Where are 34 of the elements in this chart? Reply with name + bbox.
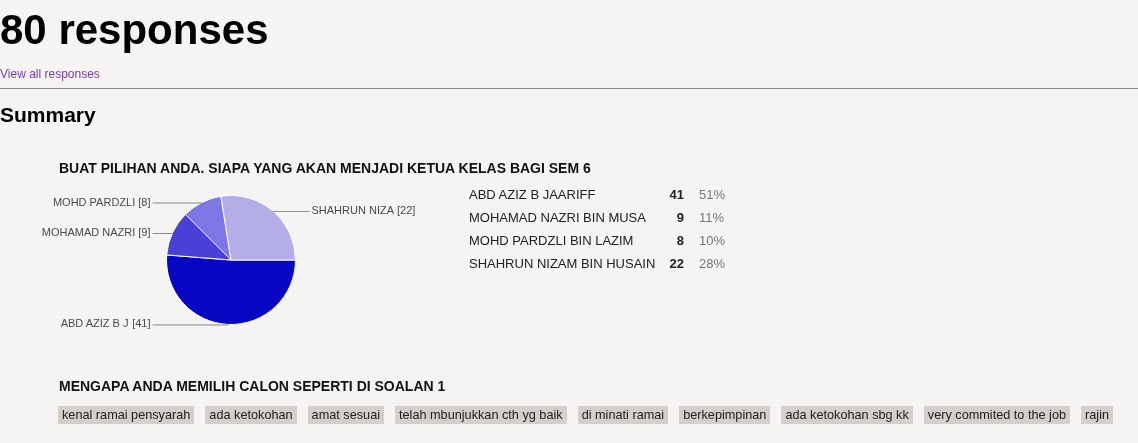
text: 10% — [698, 232, 727, 250]
slice-label: SHAHRUN NIZA — [311, 203, 395, 216]
text: MENGAPA ANDA MEMILIH CALON SEPERTI DI SOALAN 1 — [59, 378, 446, 394]
tag-chip: ada ketokohan — [205, 406, 297, 424]
text: View all responses — [0, 67, 100, 81]
tag-chip: telah mbunjukkan cth yg baik — [395, 406, 567, 424]
text: 9 — [675, 209, 684, 227]
tag-chip: di minati ramai — [577, 406, 669, 424]
tag-chip: very commited to the job — [923, 406, 1071, 424]
slice-label: ABD AZIZ B J — [60, 317, 129, 330]
text: 51% — [698, 186, 727, 204]
text: 8 — [675, 232, 684, 250]
tag-chip: ada ketokohan sbg kk — [781, 406, 913, 424]
text: 41 — [668, 186, 684, 204]
tag-chip: kenal ramai pensyarah — [58, 406, 195, 424]
text: 22 — [668, 255, 684, 273]
text: MOHAMAD NAZRI BIN MUSA — [469, 209, 647, 227]
tag-chip: rajin — [1081, 406, 1113, 424]
text: 80 responses — [0, 6, 269, 53]
slice-label: MOHAMAD NAZRI — [41, 226, 136, 239]
text: Summary — [0, 103, 96, 126]
text: ABD AZIZ B JAARIFF — [469, 186, 597, 204]
text: SHAHRUN NIZAM BIN HUSAIN — [469, 255, 657, 273]
data-label: [41] — [132, 317, 151, 330]
tag-chip: berkepimpinan — [679, 406, 771, 424]
data-label: [22] — [397, 203, 416, 216]
tag-chip: amat sesuai — [307, 406, 384, 424]
text: 28% — [698, 255, 727, 273]
data-label: [8] — [138, 195, 151, 208]
text: 11% — [698, 209, 726, 227]
data-label: [9] — [138, 226, 151, 239]
text: MOHD PARDZLI BIN LAZIM — [469, 232, 635, 250]
slice-label: MOHD PARDZLI — [52, 195, 136, 208]
chart-title: BUAT PILIHAN ANDA. SIAPA YANG AKAN MENJADI KETUA KELAS BAGI SEM 6 — [59, 160, 591, 176]
